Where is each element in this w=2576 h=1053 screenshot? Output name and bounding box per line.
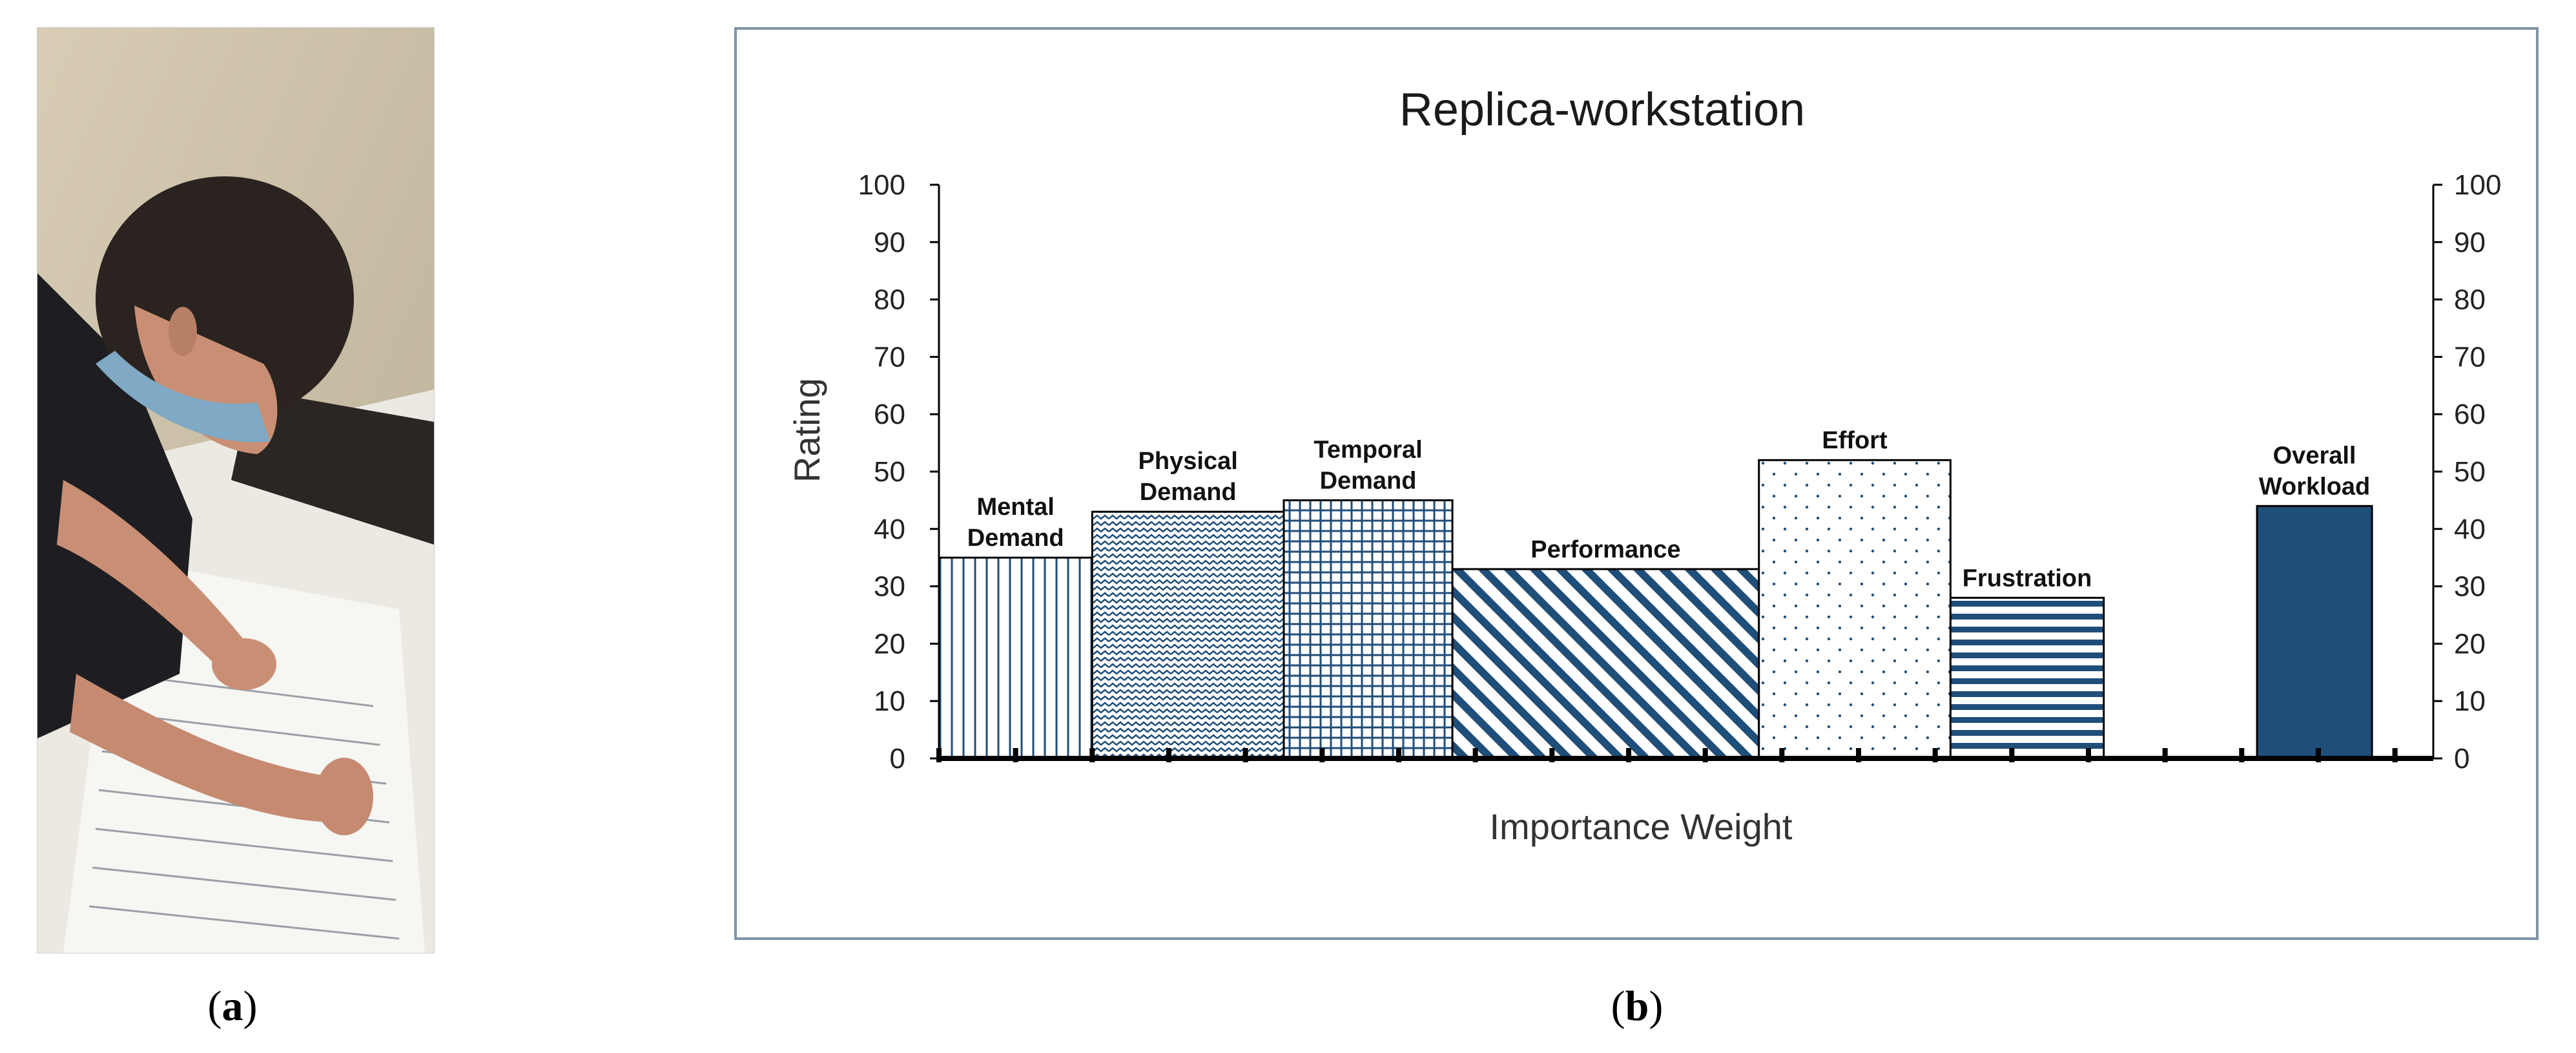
bar-label-3-0: Performance — [1530, 536, 1680, 563]
bar-label-1-0: Physical — [1139, 448, 1238, 475]
y-tick-label-right-5: 50 — [2454, 456, 2486, 488]
photo-participant-filling-form — [37, 27, 435, 954]
y-tick-label-right-10: 100 — [2454, 169, 2501, 201]
y-tick-label-right-9: 90 — [2454, 227, 2486, 258]
bars-layer: Mental Demand Physical Demand Temporal Demand… — [938, 427, 2373, 760]
y-tick-label-left-3: 30 — [874, 571, 905, 603]
bar-label-6-0: Overall — [2273, 442, 2356, 469]
bar-label-0-1: Demand — [967, 525, 1064, 552]
y-tick-label-right-0: 0 — [2454, 743, 2469, 775]
y-tick-label-left-5: 50 — [874, 456, 905, 488]
y-axis-title: Rating — [787, 378, 827, 483]
y-tick-label-right-8: 80 — [2454, 284, 2486, 316]
y-tick-label-right-2: 20 — [2454, 628, 2486, 660]
x-axis-title: Importance Weight — [1490, 806, 1793, 847]
panel-letter-b: b — [1625, 983, 1649, 1030]
y-tick-label-left-7: 70 — [874, 341, 905, 373]
panel-letter-a: a — [222, 983, 243, 1030]
chart-svg: Replica-workstation Rating Importance We… — [787, 84, 2502, 847]
bar-1 — [1091, 510, 1285, 760]
bar-2 — [1283, 499, 1454, 760]
y-tick-label-left-10: 100 — [858, 169, 905, 201]
bar-4 — [1758, 459, 1952, 760]
y-tick-label-left-4: 40 — [874, 514, 905, 545]
panel-label-a: (a) — [207, 983, 258, 1030]
y-tick-label-left-1: 10 — [874, 685, 905, 717]
bar-label-6-1: Workload — [2259, 473, 2370, 500]
y-tick-label-right-4: 40 — [2454, 514, 2486, 545]
y-tick-label-right-7: 70 — [2454, 341, 2486, 373]
bar-label-2-1: Demand — [1320, 467, 1417, 494]
bar-label-4-0: Effort — [1822, 427, 1888, 454]
y-tick-label-left-8: 80 — [874, 284, 905, 316]
bar-label-0-0: Mental — [976, 494, 1054, 521]
y-tick-label-left-6: 60 — [874, 399, 905, 430]
chart-frame: Replica-workstation Rating Importance We… — [734, 27, 2539, 940]
y-tick-label-left-2: 20 — [874, 628, 905, 660]
bar-5 — [1949, 596, 2105, 760]
bar-3 — [1451, 568, 1760, 760]
bar-6 — [2256, 505, 2373, 760]
axes-layer: 0 0 10 10 20 20 30 30 40 40 50 50 60 60 70 70 80 80 90 90 10… — [858, 169, 2502, 775]
bar-label-2-0: Temporal — [1314, 436, 1422, 463]
y-tick-label-left-0: 0 — [890, 743, 905, 775]
panel-label-b: (b) — [1611, 983, 1664, 1030]
bar-label-1-1: Demand — [1140, 479, 1237, 506]
y-tick-label-right-6: 60 — [2454, 399, 2486, 430]
bar-label-5-0: Frustration — [1963, 565, 2092, 592]
y-tick-label-right-3: 30 — [2454, 571, 2486, 603]
bar-0 — [938, 556, 1093, 760]
y-tick-label-right-1: 10 — [2454, 685, 2486, 717]
y-tick-label-left-9: 90 — [874, 227, 905, 258]
chart-title: Replica-workstation — [1399, 84, 1805, 136]
